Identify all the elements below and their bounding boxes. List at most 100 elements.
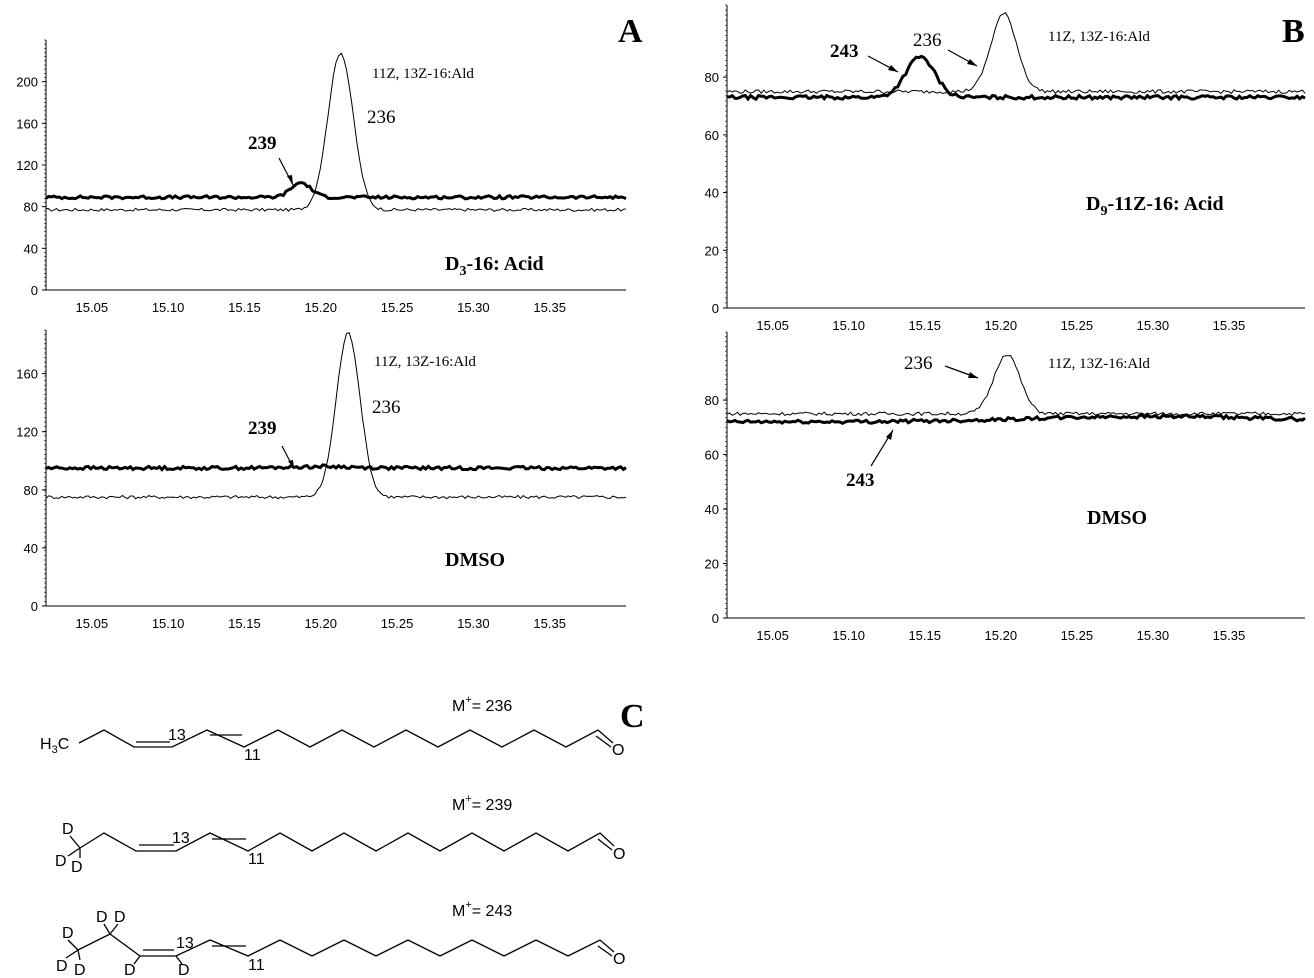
x-tick-label: 15.05: [76, 300, 109, 315]
y-tick-label: 160: [16, 367, 38, 382]
x-tick-label: 15.10: [832, 628, 865, 643]
cd-bond: [67, 847, 81, 857]
methyl-label: H3C: [40, 736, 69, 756]
x-tick-label: 15.35: [533, 300, 566, 315]
compound-label: 11Z, 13Z-16:Ald: [1048, 29, 1150, 45]
panel-letter-a: A: [618, 13, 643, 50]
y-tick-label: 80: [24, 483, 38, 498]
carbon-chain: [77, 933, 615, 957]
x-tick-label: 15.30: [1137, 318, 1170, 333]
chart-a-bottom: 0 40 80 120 160 15.05 15.10 15.15 15.20 15.25 15.…: [16, 329, 627, 631]
series-243-line: [726, 413, 1306, 425]
series-236-line: [45, 52, 627, 212]
ion-239-label: 239: [248, 418, 277, 439]
ion-236-label: 236: [904, 353, 933, 374]
condition-label: D9-11Z-16: Acid: [1086, 193, 1224, 219]
compound-label: 11Z, 13Z-16:Ald: [374, 354, 476, 370]
mass-label-243: M+= 243: [452, 899, 512, 920]
x-tick-label: 15.20: [985, 318, 1018, 333]
ion-236-label: 236: [372, 397, 401, 418]
x-tick-label: 15.25: [381, 300, 414, 315]
x-tick-label: 15.15: [908, 628, 941, 643]
x-tick-label: 15.10: [152, 300, 185, 315]
ion-239-label: 239: [248, 133, 277, 154]
series-239-line: [45, 181, 627, 201]
x-tick-label: 15.25: [1061, 628, 1094, 643]
x-tick-label: 15.10: [832, 318, 865, 333]
carbonyl-bond: [597, 838, 613, 851]
condition-label: DMSO: [445, 549, 505, 571]
y-tick-label: 160: [16, 116, 38, 131]
x-tick-label: 15.35: [1213, 628, 1246, 643]
position-13-label: 13: [172, 830, 190, 847]
ion-236-arrowhead: [967, 59, 977, 66]
x-tick-label: 15.05: [756, 628, 789, 643]
x-tick-label: 15.20: [304, 616, 337, 631]
compound-label: 11Z, 13Z-16:Ald: [372, 66, 474, 82]
x-tick-label: 15.35: [533, 616, 566, 631]
position-11-label: 11: [248, 957, 265, 974]
carbon-chain: [79, 832, 615, 852]
series-236-line: [726, 355, 1306, 417]
x-tick-label: 15.30: [457, 616, 490, 631]
carbonyl-bond: [597, 945, 613, 957]
y-tick-label: 0: [712, 611, 719, 626]
y-tick-label: 40: [24, 241, 38, 256]
x-tick-label: 15.35: [1213, 318, 1246, 333]
carbonyl-bond: [595, 735, 612, 748]
y-tick-label: 80: [705, 393, 719, 408]
ion-243-label: 243: [830, 41, 859, 62]
position-13-label: 13: [176, 935, 194, 952]
x-tick-label: 15.25: [381, 616, 414, 631]
y-tick-label: 200: [16, 75, 38, 90]
x-tick-label: 15.20: [304, 300, 337, 315]
deuterium-label: D: [62, 821, 74, 838]
mass-label-239: M+= 239: [452, 793, 512, 814]
y-tick-label: 0: [31, 599, 38, 614]
chart-b-bottom: 0 20 40 60 80 15.05 15.10 15.15 15.20 15.25 15.30…: [705, 331, 1306, 643]
series-243-line: [726, 54, 1306, 102]
ion-243-arrowhead: [888, 65, 898, 72]
y-tick-label: 60: [705, 128, 719, 143]
series-239-line: [45, 463, 627, 472]
x-tick-label: 15.15: [908, 318, 941, 333]
y-tick-label: 40: [705, 502, 719, 517]
cd-bond: [67, 939, 79, 951]
series-236-line: [726, 12, 1306, 95]
cd-bond: [133, 955, 141, 965]
oxygen-label: O: [612, 742, 624, 759]
series-236-line: [45, 332, 627, 500]
x-tick-label: 15.05: [756, 318, 789, 333]
x-tick-label: 15.30: [457, 300, 490, 315]
y-tick-label: 20: [705, 243, 719, 258]
cd-bond: [103, 923, 111, 935]
ion-239-arrowhead: [288, 460, 294, 469]
ion-239-arrowhead: [287, 175, 293, 185]
ion-243-label: 243: [846, 470, 875, 491]
y-tick-label: 60: [705, 448, 719, 463]
carbon-chain: [78, 729, 614, 748]
cd-bond: [77, 949, 81, 961]
deuterium-label: D: [114, 909, 126, 926]
y-tick-label: 0: [31, 283, 38, 298]
x-tick-label: 15.15: [228, 616, 261, 631]
ion-236-label: 236: [367, 107, 396, 128]
ion-243-arrowhead: [886, 430, 893, 440]
chart-b-top: 0 20 40 60 80 15.05 15.10 15.15 15.20 15.25 15.30…: [705, 4, 1306, 333]
x-tick-label: 15.20: [985, 628, 1018, 643]
structure-243: M+= 243 D D D D D D D 13 11 O: [56, 899, 625, 978]
position-13-label: 13: [168, 727, 186, 744]
deuterium-label: D: [62, 925, 74, 942]
y-tick-label: 120: [16, 425, 38, 440]
deuterium-label: D: [74, 962, 86, 978]
x-tick-label: 15.10: [152, 616, 185, 631]
y-tick-label: 40: [24, 541, 38, 556]
chart-a-top: 0 40 80 120 160 200 15.05 15.10 15.15 15.20 15.25…: [16, 13, 643, 315]
deuterium-label: D: [56, 958, 68, 975]
deuterium-label: D: [178, 962, 190, 978]
cd-bond: [175, 955, 183, 965]
structures-panel: C M+= 236 H3C 13 11 O M+= 239 D D D: [40, 694, 645, 978]
panel-letter-c: C: [620, 698, 645, 735]
condition-label: D3-16: Acid: [445, 253, 544, 279]
